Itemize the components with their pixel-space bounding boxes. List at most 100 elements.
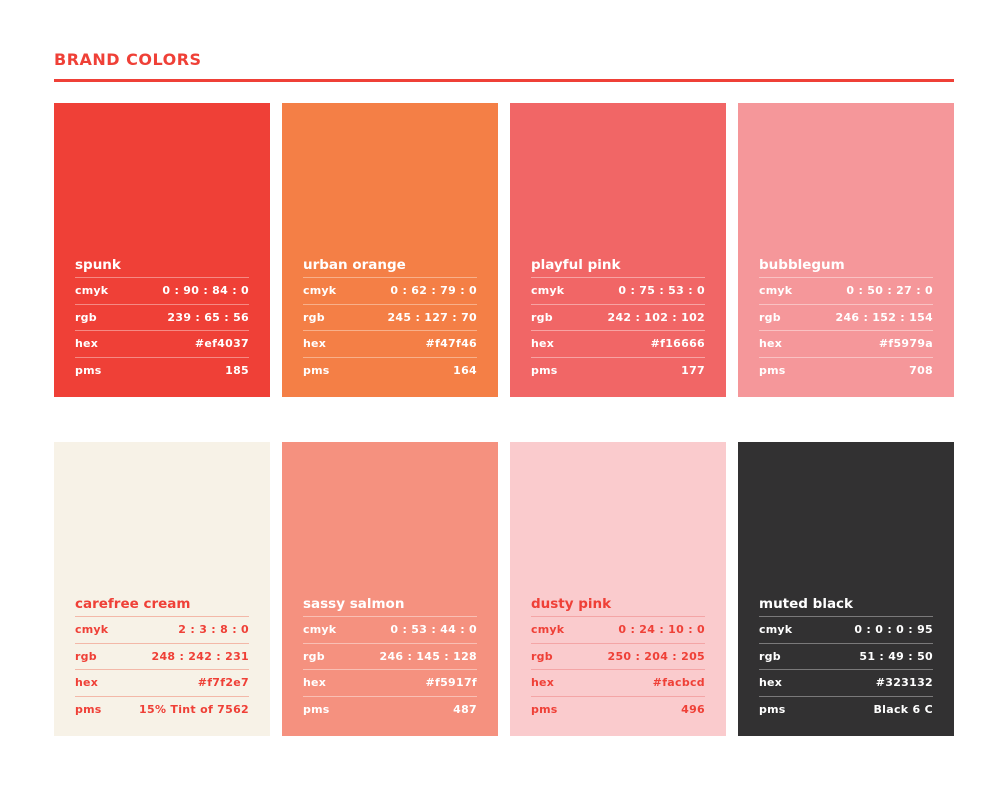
cmyk-value: 0 : 62 : 79 : 0	[390, 284, 477, 298]
cmyk-value: 0 : 0 : 0 : 95	[854, 623, 933, 637]
swatch-urban-orange: urban orange cmyk 0 : 62 : 79 : 0 rgb 245 …	[282, 103, 498, 397]
swatch-name: dusty pink	[531, 596, 612, 612]
cmyk-label: cmyk	[759, 623, 793, 637]
rgb-value: 246 : 145 : 128	[379, 649, 477, 663]
title-divider	[54, 79, 954, 82]
pms-row: pms 185	[75, 356, 249, 384]
cmyk-label: cmyk	[303, 284, 337, 298]
hex-label: hex	[75, 337, 98, 351]
pms-row: pms 164	[303, 356, 477, 384]
hex-value: #ef4037	[194, 337, 249, 351]
rgb-label: rgb	[75, 310, 97, 324]
rgb-value: 242 : 102 : 102	[607, 310, 705, 324]
pms-row: pms 708	[759, 356, 933, 384]
cmyk-row: cmyk 0 : 75 : 53 : 0	[531, 277, 705, 304]
cmyk-row: cmyk 0 : 24 : 10 : 0	[531, 616, 705, 643]
pms-row: pms 487	[303, 695, 477, 723]
swatch-info: dusty pink cmyk 0 : 24 : 10 : 0 rgb 250 : …	[531, 594, 705, 722]
rgb-row: rgb 248 : 242 : 231	[75, 642, 249, 670]
pms-label: pms	[75, 363, 102, 377]
pms-label: pms	[759, 702, 786, 716]
cmyk-row: cmyk 0 : 50 : 27 : 0	[759, 277, 933, 304]
pms-value: 15% Tint of 7562	[139, 702, 249, 716]
hex-row: hex #ef4037	[75, 330, 249, 357]
swatch-info: spunk cmyk 0 : 90 : 84 : 0 rgb 239 : 65 : …	[75, 255, 249, 383]
swatch-bubblegum: bubblegum cmyk 0 : 50 : 27 : 0 rgb 246 : 1…	[738, 103, 954, 397]
hex-value: #323132	[875, 676, 933, 690]
hex-value: #f47f46	[425, 337, 477, 351]
pms-row: pms Black 6 C	[759, 695, 933, 723]
pms-value: 164	[453, 363, 477, 377]
cmyk-label: cmyk	[531, 284, 565, 298]
cmyk-row: cmyk 0 : 0 : 0 : 95	[759, 616, 933, 643]
pms-value: 487	[453, 702, 477, 716]
hex-value: #f5979a	[878, 337, 933, 351]
swatch-name: spunk	[75, 257, 121, 273]
hex-label: hex	[531, 676, 554, 690]
rgb-label: rgb	[303, 310, 325, 324]
hex-value: #facbcd	[652, 676, 705, 690]
swatch-playful-pink: playful pink cmyk 0 : 75 : 53 : 0 rgb 242 …	[510, 103, 726, 397]
rgb-label: rgb	[303, 649, 325, 663]
rgb-row: rgb 239 : 65 : 56	[75, 303, 249, 331]
hex-label: hex	[303, 676, 326, 690]
hex-row: hex #facbcd	[531, 669, 705, 696]
hex-label: hex	[75, 676, 98, 690]
rgb-value: 245 : 127 : 70	[387, 310, 477, 324]
rgb-label: rgb	[75, 649, 97, 663]
pms-label: pms	[75, 702, 102, 716]
swatch-info: bubblegum cmyk 0 : 50 : 27 : 0 rgb 246 : 1…	[759, 255, 933, 383]
hex-label: hex	[303, 337, 326, 351]
cmyk-label: cmyk	[75, 623, 109, 637]
cmyk-label: cmyk	[759, 284, 793, 298]
pms-label: pms	[531, 363, 558, 377]
hex-label: hex	[531, 337, 554, 351]
rgb-row: rgb 242 : 102 : 102	[531, 303, 705, 331]
rgb-value: 239 : 65 : 56	[167, 310, 249, 324]
pms-value: Black 6 C	[873, 702, 933, 716]
hex-row: hex #f5979a	[759, 330, 933, 357]
cmyk-label: cmyk	[75, 284, 109, 298]
rgb-label: rgb	[759, 310, 781, 324]
pms-label: pms	[531, 702, 558, 716]
page-title: BRAND COLORS	[54, 50, 202, 69]
rgb-label: rgb	[531, 649, 553, 663]
swatch-info: playful pink cmyk 0 : 75 : 53 : 0 rgb 242 …	[531, 255, 705, 383]
swatch-name: urban orange	[303, 257, 406, 273]
pms-value: 496	[681, 702, 705, 716]
hex-value: #f16666	[650, 337, 705, 351]
swatch-carefree-cream: carefree cream cmyk 2 : 3 : 8 : 0 rgb 248 …	[54, 442, 270, 736]
pms-row: pms 177	[531, 356, 705, 384]
hex-row: hex #f16666	[531, 330, 705, 357]
rgb-label: rgb	[759, 649, 781, 663]
swatch-info: urban orange cmyk 0 : 62 : 79 : 0 rgb 245 …	[303, 255, 477, 383]
swatch-info: carefree cream cmyk 2 : 3 : 8 : 0 rgb 248 …	[75, 594, 249, 722]
rgb-value: 246 : 152 : 154	[835, 310, 933, 324]
swatch-name: sassy salmon	[303, 596, 405, 612]
swatch-muted-black: muted black cmyk 0 : 0 : 0 : 95 rgb 51 : 4…	[738, 442, 954, 736]
rgb-row: rgb 51 : 49 : 50	[759, 642, 933, 670]
pms-label: pms	[759, 363, 786, 377]
rgb-row: rgb 246 : 145 : 128	[303, 642, 477, 670]
rgb-value: 248 : 242 : 231	[151, 649, 249, 663]
cmyk-value: 0 : 24 : 10 : 0	[618, 623, 705, 637]
hex-label: hex	[759, 676, 782, 690]
swatch-name: carefree cream	[75, 596, 191, 612]
rgb-value: 51 : 49 : 50	[859, 649, 933, 663]
rgb-row: rgb 246 : 152 : 154	[759, 303, 933, 331]
cmyk-value: 0 : 75 : 53 : 0	[618, 284, 705, 298]
pms-row: pms 496	[531, 695, 705, 723]
pms-row: pms 15% Tint of 7562	[75, 695, 249, 723]
cmyk-value: 2 : 3 : 8 : 0	[178, 623, 249, 637]
swatch-sassy-salmon: sassy salmon cmyk 0 : 53 : 44 : 0 rgb 246 …	[282, 442, 498, 736]
rgb-row: rgb 245 : 127 : 70	[303, 303, 477, 331]
swatch-name: bubblegum	[759, 257, 845, 273]
rgb-value: 250 : 204 : 205	[607, 649, 705, 663]
hex-row: hex #f7f2e7	[75, 669, 249, 696]
cmyk-row: cmyk 0 : 53 : 44 : 0	[303, 616, 477, 643]
cmyk-label: cmyk	[303, 623, 337, 637]
swatch-info: sassy salmon cmyk 0 : 53 : 44 : 0 rgb 246 …	[303, 594, 477, 722]
cmyk-row: cmyk 2 : 3 : 8 : 0	[75, 616, 249, 643]
hex-row: hex #f47f46	[303, 330, 477, 357]
